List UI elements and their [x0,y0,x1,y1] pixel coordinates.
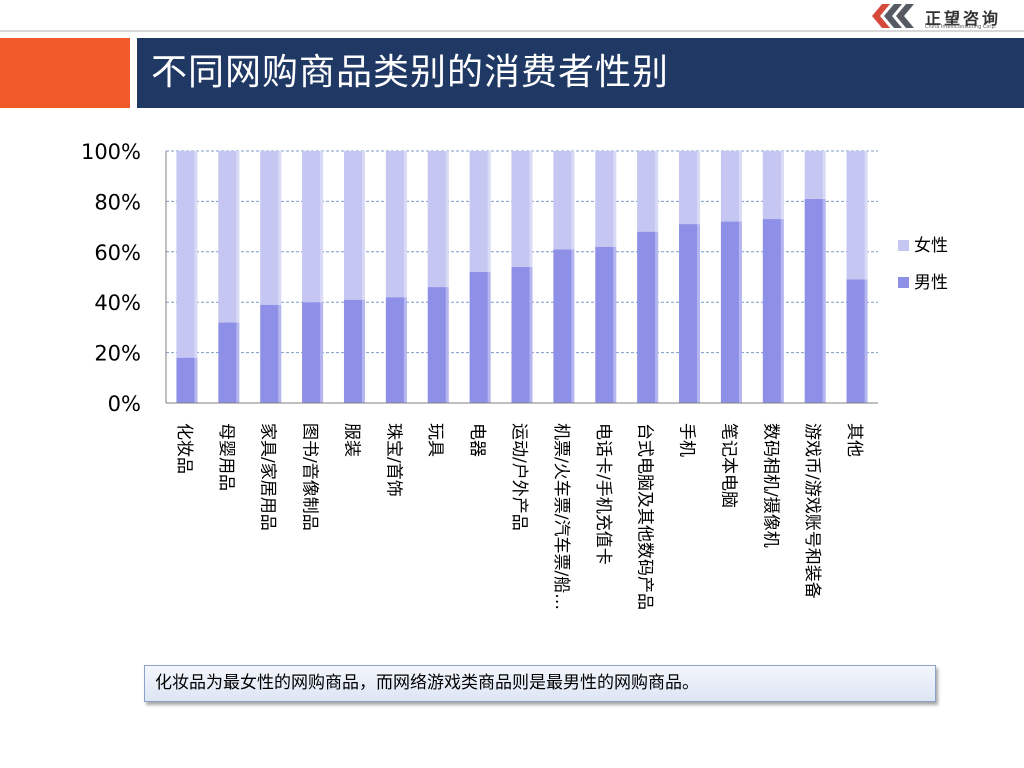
x-category-label: 运动/户外产品 [509,423,529,531]
bar-highlight [278,151,282,403]
x-category-label: 服装 [341,423,361,457]
bar-male [260,304,282,403]
accent-block [0,38,130,108]
legend-female-label: 女性 [914,236,948,256]
bar-highlight [780,151,784,403]
bar-male [385,297,407,403]
x-category-label: 其他 [844,423,864,457]
y-tick-label: 0% [108,392,141,416]
bar-highlight [320,151,324,403]
x-category-label: 化妆品 [174,423,194,474]
x-category-label: 数码相机/摄像机 [760,423,780,548]
x-category-label: 手机 [677,423,697,457]
chart-bars [176,151,868,403]
bar-male [637,231,659,403]
x-category-label: 电话卡/手机充值卡 [593,423,613,565]
bar-male [302,302,324,403]
bar-highlight [571,151,575,403]
logo-name: 正望咨询 [925,9,1002,28]
bar-highlight [822,151,826,403]
bar-female [218,151,240,323]
bar-female [511,151,533,267]
bar-highlight [403,151,407,403]
logo-subtitle: China IntelliConsulting Corp. [925,24,997,30]
bar-female [762,151,784,220]
bar-female [595,151,617,247]
bar-female [260,151,282,305]
stacked-bar-chart: 0% 20% 40% 60% 80% 100% 化妆品 母婴用品 家具/家居用品 图书/音像制品 服… [81,140,948,610]
x-category-label: 图书/音像制品 [300,423,320,531]
x-category-label: 台式电脑及其他数码产品 [635,423,655,610]
bar-male [427,287,449,403]
x-category-label: 珠宝/首饰 [383,423,403,497]
bar-female [343,151,365,300]
bar-highlight [361,151,365,403]
bar-male [679,224,701,403]
bar-highlight [529,151,533,403]
y-tick-label: 40% [94,291,141,315]
bar-female [427,151,449,288]
bar-highlight [655,151,659,403]
bar-male [469,271,491,403]
bar-male [846,279,868,403]
header-divider [0,30,1024,32]
bar-male [176,357,198,403]
bar-highlight [697,151,701,403]
x-category-label: 机票/火车票/汽车票/船… [551,423,571,610]
legend-male-label: 男性 [914,273,948,293]
legend-male-swatch [898,277,909,288]
bar-male [804,198,826,403]
x-category-label: 电器 [467,423,487,457]
bar-male [553,249,575,403]
bar-female [302,151,324,303]
bar-male [720,221,742,403]
bar-highlight [487,151,491,403]
chevron-arrows-icon [872,4,914,28]
bar-highlight [864,151,868,403]
slide-title: 不同网购商品类别的消费者性别 [137,38,1024,108]
bar-highlight [738,151,742,403]
bar-female [637,151,659,232]
bar-highlight [236,151,240,403]
chart-axes: 0% 20% 40% 60% 80% 100% 化妆品 母婴用品 家具/家居用品 图书/音像制品 服… [81,140,878,610]
bar-highlight [613,151,617,403]
company-logo: 正望咨询 China IntelliConsulting Corp. [868,4,1018,32]
bar-female [469,151,491,272]
bar-female [804,151,826,199]
bar-female [176,151,198,358]
bar-female [720,151,742,222]
bar-highlight [194,151,198,403]
conclusion-note: 化妆品为最女性的网购商品，而网络游戏类商品则是最男性的网购商品。 [144,665,936,702]
bar-male [511,266,533,403]
bar-female [553,151,575,250]
bar-female [385,151,407,298]
bar-female [679,151,701,225]
y-tick-label: 60% [94,241,141,265]
x-category-label: 玩具 [425,423,445,457]
bar-male [762,219,784,403]
x-category-label: 家具/家居用品 [258,423,278,531]
y-tick-label: 80% [94,190,141,214]
legend-female-swatch [898,240,909,251]
y-tick-label: 100% [81,140,141,164]
bar-male [343,299,365,403]
x-category-label: 笔记本电脑 [718,423,738,508]
bar-male [595,246,617,403]
bar-female [846,151,868,280]
bar-male [218,322,240,403]
x-category-label: 母婴用品 [216,423,236,491]
x-category-label: 游戏币/游戏账号和装备 [802,423,822,599]
bar-highlight [445,151,449,403]
y-tick-label: 20% [94,342,141,366]
